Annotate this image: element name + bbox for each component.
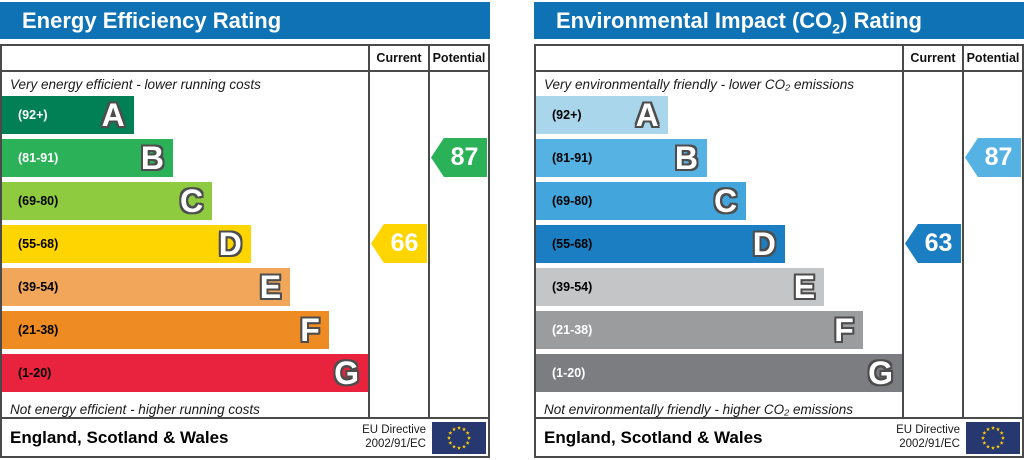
rating-body: Very energy efficient - lower running co… (2, 72, 488, 417)
band-c: (69-80) C (536, 182, 747, 220)
band-range-label: (55-68) (18, 237, 59, 251)
eu-directive-label: EU Directive 2002/91/EC (362, 424, 432, 452)
band-letter: E (259, 269, 282, 305)
band-f: (21-38) F (536, 311, 863, 349)
band-f: (21-38) F (2, 311, 329, 349)
eu-directive-line2: 2002/91/EC (899, 437, 960, 450)
band-range-label: (81-91) (552, 151, 593, 165)
band-letter: D (218, 226, 242, 262)
band-a: (92+) A (536, 96, 668, 134)
potential-rating-pointer: 87 (965, 138, 1021, 177)
eu-directive-line1: EU Directive (896, 423, 960, 436)
current-column-header: Current (368, 46, 428, 70)
band-range-label: (92+) (18, 108, 48, 122)
top-caption: Very energy efficient - lower running co… (10, 76, 261, 92)
band-range-label: (21-38) (552, 323, 593, 337)
band-letter: C (179, 183, 204, 219)
band-range-label: (1-20) (552, 366, 586, 380)
header-spacer (536, 46, 902, 70)
band-range-label: (1-20) (18, 366, 52, 380)
band-c: (69-80) C (2, 182, 213, 220)
top-caption: Very environmentally friendly - lower CO… (544, 76, 854, 92)
band-e: (39-54) E (536, 268, 825, 306)
bottom-caption: Not environmentally friendly - higher CO… (544, 401, 854, 417)
band-letter: A (101, 97, 125, 133)
eu-flag-icon (966, 421, 1020, 454)
potential-column-header: Potential (962, 46, 1022, 70)
bands-area: Very environmentally friendly - lower CO… (536, 72, 902, 417)
band-range-label: (69-80) (552, 194, 593, 208)
potential-column-header: Potential (428, 46, 488, 70)
potential-rating-pointer: 87 (431, 138, 487, 177)
band-b: (81-91) B (536, 139, 707, 177)
band-letter: G (868, 355, 893, 391)
current-rating-pointer: 63 (905, 224, 961, 263)
eu-directive-label: EU Directive 2002/91/EC (896, 424, 966, 452)
energy-efficiency-rating-chart: Energy Efficiency Rating Current Potenti… (0, 0, 490, 460)
band-g: (1-20) G (2, 354, 368, 392)
region-label: England, Scotland & Wales (544, 427, 763, 447)
header-spacer (2, 46, 368, 70)
eu-flag-icon (432, 421, 486, 454)
eu-directive-line2: 2002/91/EC (365, 437, 426, 450)
band-range-label: (92+) (552, 108, 582, 122)
table-header-row: Current Potential (536, 46, 1022, 72)
rating-table: Current Potential Very environmentally f… (534, 44, 1024, 458)
current-rating-column: 66 (368, 72, 428, 417)
band-letter: D (752, 226, 776, 262)
band-letter: C (713, 183, 738, 219)
current-rating-value: 63 (924, 229, 953, 257)
band-letter: B (140, 140, 164, 176)
band-letter: G (334, 355, 359, 391)
band-letter: A (635, 97, 659, 133)
bottom-caption: Not energy efficient - higher running co… (10, 401, 260, 417)
band-g: (1-20) G (536, 354, 902, 392)
table-footer: England, Scotland & Wales EU Directive 2… (536, 417, 1022, 456)
current-rating-value: 66 (390, 229, 419, 257)
current-rating-column: 63 (902, 72, 962, 417)
band-range-label: (55-68) (552, 237, 593, 251)
band-e: (39-54) E (2, 268, 291, 306)
band-d: (55-68) D (2, 225, 251, 263)
band-a: (92+) A (2, 96, 134, 134)
table-footer: England, Scotland & Wales EU Directive 2… (2, 417, 488, 456)
band-range-label: (39-54) (18, 280, 59, 294)
rating-body: Very environmentally friendly - lower CO… (536, 72, 1022, 417)
potential-rating-column: 87 (962, 72, 1022, 417)
band-letter: B (674, 140, 698, 176)
eu-directive-line1: EU Directive (362, 423, 426, 436)
band-range-label: (69-80) (18, 194, 59, 208)
band-letter: F (834, 312, 854, 348)
band-letter: F (300, 312, 320, 348)
current-column-header: Current (902, 46, 962, 70)
band-d: (55-68) D (536, 225, 785, 263)
band-range-label: (81-91) (18, 151, 59, 165)
potential-rating-value: 87 (984, 143, 1013, 171)
potential-rating-value: 87 (450, 143, 479, 171)
chart-title: Environmental Impact (CO2) Rating (534, 2, 1024, 39)
environmental-impact-rating-chart: Environmental Impact (CO2) Rating Curren… (534, 0, 1024, 460)
table-header-row: Current Potential (2, 46, 488, 72)
band-b: (81-91) B (2, 139, 173, 177)
band-letter: E (793, 269, 816, 305)
potential-rating-column: 87 (428, 72, 488, 417)
current-rating-pointer: 66 (371, 224, 427, 263)
bands-area: Very energy efficient - lower running co… (2, 72, 368, 417)
chart-title: Energy Efficiency Rating (0, 2, 490, 39)
region-label: England, Scotland & Wales (10, 427, 229, 447)
band-range-label: (21-38) (18, 323, 59, 337)
rating-table: Current Potential Very energy efficient … (0, 44, 490, 458)
band-range-label: (39-54) (552, 280, 593, 294)
